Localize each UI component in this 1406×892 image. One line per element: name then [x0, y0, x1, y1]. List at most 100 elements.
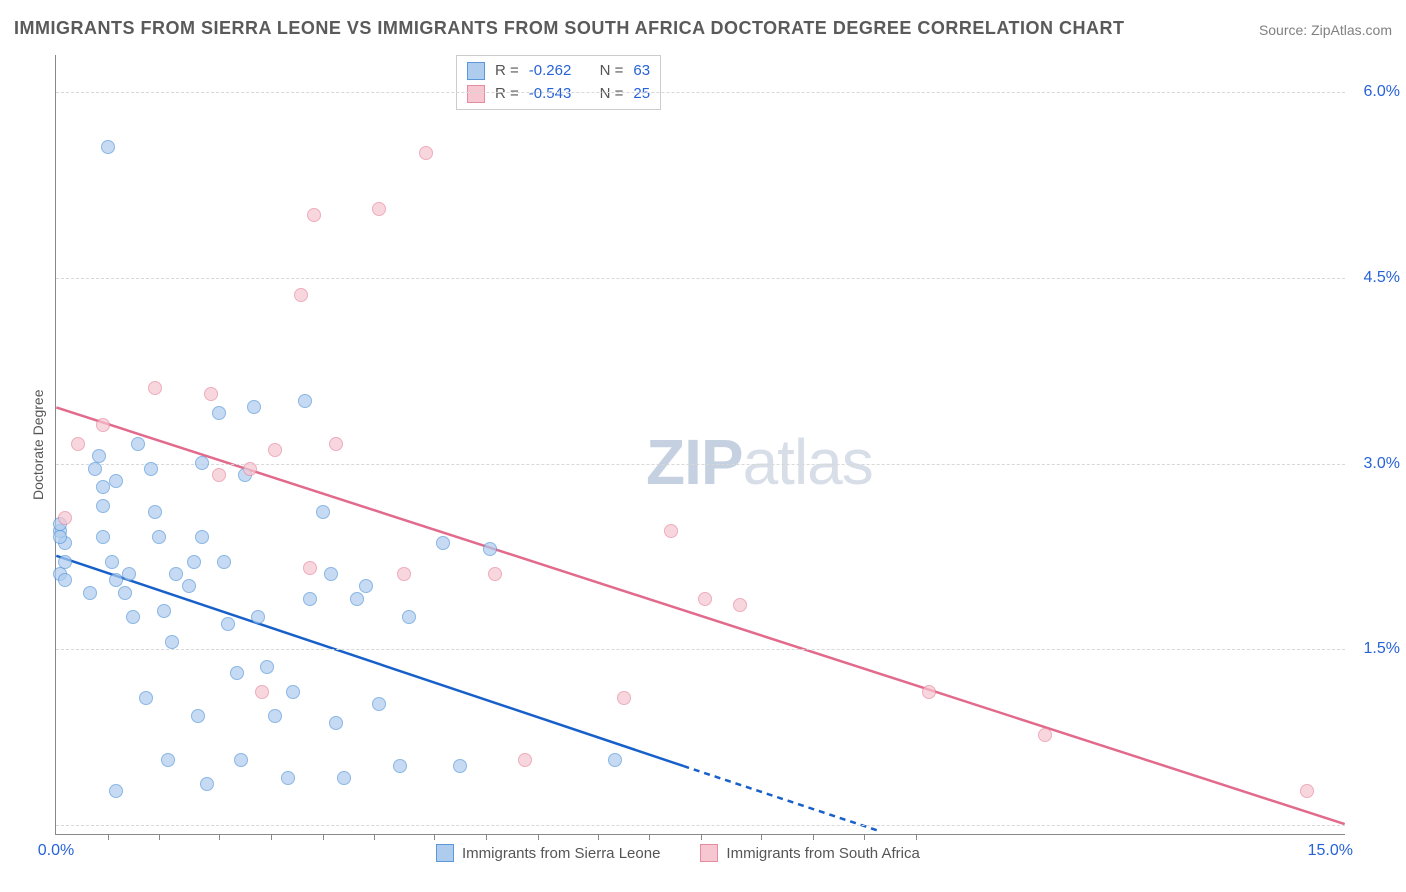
grid-line: [56, 92, 1345, 93]
legend-swatch-0: [436, 844, 454, 862]
x-tick: [649, 834, 650, 840]
data-point-series-1: [488, 567, 502, 581]
x-tick: [323, 834, 324, 840]
x-tick: [538, 834, 539, 840]
data-point-series-0: [453, 759, 467, 773]
data-point-series-0: [169, 567, 183, 581]
data-point-series-0: [126, 610, 140, 624]
data-point-series-0: [157, 604, 171, 618]
r-label-0: R =: [495, 60, 519, 83]
data-point-series-1: [243, 462, 257, 476]
data-point-series-0: [350, 592, 364, 606]
y-tick-label: 4.5%: [1350, 269, 1400, 287]
data-point-series-0: [268, 709, 282, 723]
watermark-light: atlas: [743, 426, 873, 498]
data-point-series-0: [139, 691, 153, 705]
data-point-series-0: [101, 140, 115, 154]
data-point-series-0: [337, 771, 351, 785]
data-point-series-0: [165, 635, 179, 649]
data-point-series-1: [1300, 784, 1314, 798]
watermark: ZIPatlas: [646, 425, 873, 499]
data-point-series-0: [393, 759, 407, 773]
legend-label-1: Immigrants from South Africa: [726, 845, 919, 862]
n-label-1: N =: [600, 83, 624, 106]
x-tick: [916, 834, 917, 840]
r-label-1: R =: [495, 83, 519, 106]
x-tick: [219, 834, 220, 840]
data-point-series-1: [58, 511, 72, 525]
data-point-series-0: [96, 530, 110, 544]
data-point-series-1: [204, 387, 218, 401]
data-point-series-1: [397, 567, 411, 581]
x-tick: [108, 834, 109, 840]
x-tick: [761, 834, 762, 840]
stat-row-0: R = -0.262 N = 63: [467, 60, 650, 83]
n-value-0: 63: [633, 60, 650, 83]
chart-container: IMMIGRANTS FROM SIERRA LEONE VS IMMIGRAN…: [0, 0, 1406, 892]
data-point-series-0: [230, 666, 244, 680]
n-value-1: 25: [633, 83, 650, 106]
data-point-series-1: [148, 381, 162, 395]
data-point-series-0: [96, 480, 110, 494]
data-point-series-1: [96, 418, 110, 432]
data-point-series-0: [92, 449, 106, 463]
data-point-series-0: [281, 771, 295, 785]
data-point-series-0: [109, 573, 123, 587]
r-value-1: -0.543: [529, 83, 572, 106]
data-point-series-1: [518, 753, 532, 767]
legend-item-0: Immigrants from Sierra Leone: [436, 844, 660, 862]
trend-lines-svg: [56, 55, 1345, 834]
r-value-0: -0.262: [529, 60, 572, 83]
data-point-series-0: [200, 777, 214, 791]
data-point-series-0: [286, 685, 300, 699]
data-point-series-1: [419, 146, 433, 160]
swatch-series-0: [467, 62, 485, 80]
data-point-series-0: [109, 784, 123, 798]
data-point-series-1: [303, 561, 317, 575]
data-point-series-0: [88, 462, 102, 476]
data-point-series-1: [294, 288, 308, 302]
plot-area: ZIPatlas R = -0.262 N = 63 R = -0.543 N …: [55, 55, 1345, 835]
chart-source: Source: ZipAtlas.com: [1259, 22, 1392, 38]
grid-line: [56, 825, 1345, 826]
data-point-series-0: [105, 555, 119, 569]
grid-line: [56, 278, 1345, 279]
data-point-series-1: [698, 592, 712, 606]
legend: Immigrants from Sierra Leone Immigrants …: [436, 844, 920, 862]
data-point-series-0: [122, 567, 136, 581]
grid-line: [56, 649, 1345, 650]
y-tick-label: 3.0%: [1350, 455, 1400, 473]
chart-title: IMMIGRANTS FROM SIERRA LEONE VS IMMIGRAN…: [14, 18, 1124, 39]
data-point-series-1: [307, 208, 321, 222]
data-point-series-0: [260, 660, 274, 674]
data-point-series-0: [195, 456, 209, 470]
x-tick: [598, 834, 599, 840]
data-point-series-0: [324, 567, 338, 581]
data-point-series-1: [71, 437, 85, 451]
data-point-series-0: [329, 716, 343, 730]
legend-swatch-1: [700, 844, 718, 862]
data-point-series-1: [372, 202, 386, 216]
data-point-series-0: [217, 555, 231, 569]
legend-item-1: Immigrants from South Africa: [700, 844, 919, 862]
x-tick: [701, 834, 702, 840]
x-tick: [864, 834, 865, 840]
data-point-series-0: [131, 437, 145, 451]
data-point-series-0: [83, 586, 97, 600]
stat-row-1: R = -0.543 N = 25: [467, 83, 650, 106]
x-tick: [271, 834, 272, 840]
data-point-series-0: [247, 400, 261, 414]
data-point-series-0: [221, 617, 235, 631]
data-point-series-0: [53, 530, 67, 544]
x-tick: [434, 834, 435, 840]
legend-label-0: Immigrants from Sierra Leone: [462, 845, 660, 862]
data-point-series-0: [148, 505, 162, 519]
data-point-series-0: [212, 406, 226, 420]
correlation-stat-box: R = -0.262 N = 63 R = -0.543 N = 25: [456, 55, 661, 110]
data-point-series-1: [1038, 728, 1052, 742]
data-point-series-1: [733, 598, 747, 612]
data-point-series-0: [195, 530, 209, 544]
data-point-series-0: [191, 709, 205, 723]
watermark-bold: ZIP: [646, 426, 743, 498]
y-axis-label: Doctorate Degree: [30, 389, 46, 500]
